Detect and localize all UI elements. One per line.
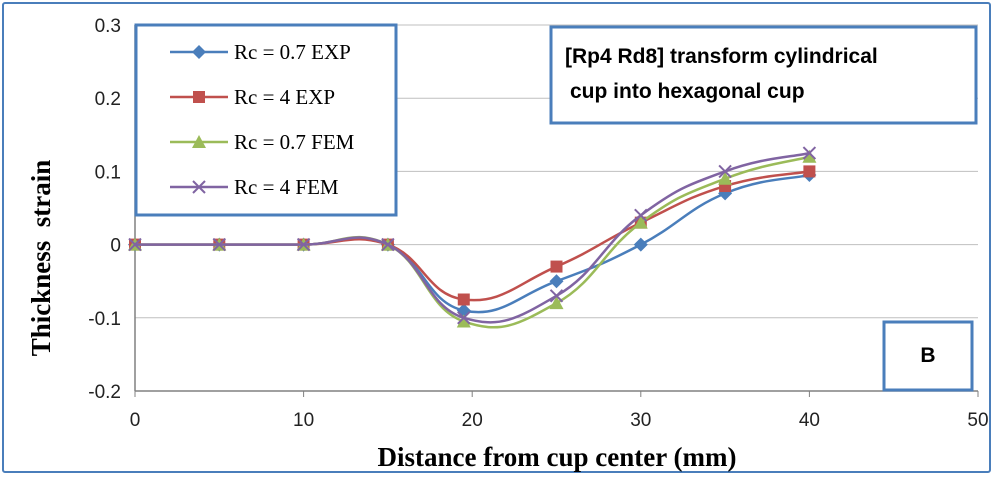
y-tick-labels: -0.2 -0.1 0 0.1 0.2 0.3 xyxy=(88,16,121,403)
caption-line-1: [Rp4 Rd8] transform cylindrical xyxy=(565,45,878,68)
y-tick-label: 0.2 xyxy=(95,89,121,110)
legend-label: Rc = 0.7 FEM xyxy=(234,130,355,154)
legend-swatch-marker xyxy=(193,91,205,103)
x-axis-title: Distance from cup center (mm) xyxy=(378,442,737,472)
series-2-point-6 xyxy=(633,215,648,229)
legend-swatch-marker xyxy=(192,45,206,59)
y-tick-label: 0.1 xyxy=(95,162,121,183)
x-tick-labels: 0 10 20 30 40 50 xyxy=(130,391,989,431)
series-2-point-5 xyxy=(549,296,564,310)
legend-item-0: Rc = 0.7 EXP xyxy=(170,40,351,64)
series-3 xyxy=(128,146,817,325)
y-tick-label: 0.3 xyxy=(95,16,121,37)
legend-label: Rc = 0.7 EXP xyxy=(234,40,351,64)
caption-annotation: [Rp4 Rd8] transform cylindrical cup into… xyxy=(549,25,978,125)
series-2-point-4 xyxy=(456,314,471,328)
series-3-point-0 xyxy=(128,237,142,252)
series-3-point-8 xyxy=(802,146,817,160)
series-3-point-4 xyxy=(457,311,471,325)
panel-annotation: B xyxy=(882,320,974,392)
legend-item-1: Rc = 4 EXP xyxy=(170,85,335,109)
x-tick-label: 0 xyxy=(130,410,141,431)
series-1-point-5 xyxy=(550,260,563,273)
legend-box xyxy=(134,23,398,217)
y-tick-label: -0.1 xyxy=(88,309,121,330)
legend-item-3: Rc = 4 FEM xyxy=(170,175,339,199)
x-tick-label: 50 xyxy=(967,410,988,431)
panel-box xyxy=(882,320,974,392)
series-3-point-6 xyxy=(634,208,648,223)
series-2-point-8 xyxy=(802,149,817,163)
series-0-point-5 xyxy=(549,274,564,289)
y-axis-title: Thickness strain xyxy=(26,160,56,357)
x-tick-label: 40 xyxy=(799,410,820,431)
series xyxy=(128,146,817,329)
series-2-point-7 xyxy=(718,171,733,185)
caption-line-2: cup into hexagonal cup xyxy=(570,80,805,103)
legend-item-2: Rc = 0.7 FEM xyxy=(170,130,355,154)
x-tick-label: 20 xyxy=(462,410,483,431)
series-1-point-4 xyxy=(457,293,470,306)
y-tick-label: 0 xyxy=(110,236,121,257)
series-3-point-5 xyxy=(549,289,564,303)
series-3-point-2 xyxy=(296,237,311,252)
legend-swatch-marker xyxy=(192,135,206,148)
series-3-point-7 xyxy=(718,164,732,179)
x-tick-label: 30 xyxy=(630,410,651,431)
series-3-point-3 xyxy=(381,237,395,252)
series-1-point-8 xyxy=(803,165,816,178)
y-tick-label: -0.2 xyxy=(88,382,121,403)
legend: Rc = 0.7 EXP Rc = 4 EXP Rc = 0.7 FEM Rc = 4… xyxy=(134,23,398,217)
series-3-point-1 xyxy=(212,237,227,252)
caption-box xyxy=(549,25,978,125)
panel-label: B xyxy=(920,344,935,367)
x-tick-label: 10 xyxy=(293,410,314,431)
legend-label: Rc = 4 FEM xyxy=(234,175,339,199)
series-0-point-6 xyxy=(633,237,648,252)
legend-label: Rc = 4 EXP xyxy=(234,85,335,109)
legend-swatch-marker xyxy=(192,180,206,194)
